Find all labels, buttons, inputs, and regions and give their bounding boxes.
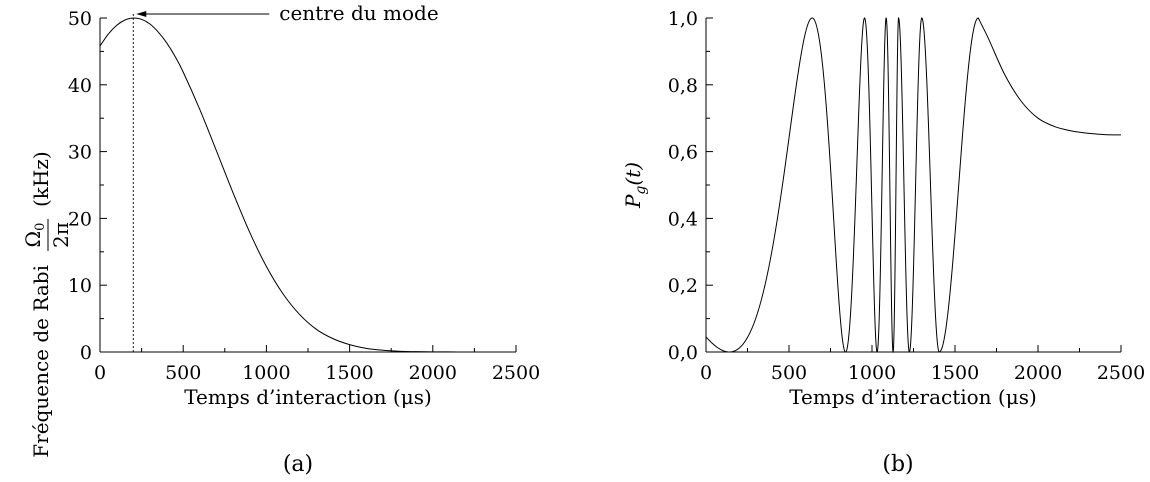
y-label-unit: (kHz) xyxy=(29,151,53,207)
x-tick-label: 2000 xyxy=(1014,362,1062,384)
y-tick-label: 1,0 xyxy=(668,8,698,30)
y-tick-label: 0,8 xyxy=(668,75,698,97)
y-tick-label: 0 xyxy=(80,342,92,364)
y-label-omega-sub: 0 xyxy=(33,223,48,231)
svg-text:Ω0: Ω0 xyxy=(21,223,48,248)
x-tick-label: 1000 xyxy=(848,362,896,384)
panel-b-x-ticks: 0 500 1000 1500 2000 2500 xyxy=(700,345,1145,384)
y-label-2pi: 2π xyxy=(49,222,73,248)
y-label-p-arg: (t) xyxy=(621,162,645,186)
x-tick-label: 0 xyxy=(700,362,712,384)
x-tick-label: 1000 xyxy=(242,362,290,384)
panel-a-y-axis-label: Fréquence de Rabi Ω0 2π (kHz) xyxy=(21,151,73,457)
panel-b-y-ticks: 0,0 0,2 0,4 0,6 0,8 1,0 xyxy=(668,8,713,364)
svg-text:Pg(t): Pg(t) xyxy=(621,162,649,209)
y-tick-label: 0,0 xyxy=(668,342,698,364)
panel-a-label: (a) xyxy=(283,452,313,477)
x-tick-label: 1500 xyxy=(931,362,979,384)
panel-b-y-axis-label: Pg(t) xyxy=(621,162,649,209)
x-tick-label: 500 xyxy=(771,362,807,384)
annotation-text: centre du mode xyxy=(279,1,438,25)
y-tick-label: 30 xyxy=(68,142,92,164)
y-label-omega: Ω xyxy=(21,231,45,248)
x-tick-label: 500 xyxy=(165,362,201,384)
chart-panel-a: 0 500 1000 1500 2000 2500 0 10 20 30 40 50 centre … xyxy=(21,1,540,477)
y-label-p: P xyxy=(621,194,645,209)
y-tick-label: 10 xyxy=(68,275,92,297)
x-tick-label: 2500 xyxy=(492,362,540,384)
chart-panel-b: 0 500 1000 1500 2000 2500 0,00,20,40,60,81,0 … xyxy=(621,8,1145,477)
y-tick-label: 0,6 xyxy=(668,142,698,164)
y-tick-label: 0,2 xyxy=(668,275,698,297)
y-tick-label: 0,4 xyxy=(668,208,698,230)
rabi-frequency-curve xyxy=(99,17,516,353)
annotation-arrow: centre du mode xyxy=(136,1,439,25)
x-tick-label: 1500 xyxy=(325,362,373,384)
y-tick-label: 50 xyxy=(68,8,92,30)
panel-a-y-ticks: 0 10 20 30 40 50 xyxy=(68,8,107,364)
y-label-main: Fréquence de Rabi xyxy=(29,265,53,458)
y-tick-label: 40 xyxy=(68,75,92,97)
population-curve xyxy=(705,16,1122,353)
x-tick-label: 2500 xyxy=(1097,362,1145,384)
panel-b-x-axis-label: Temps d’interaction (μs) xyxy=(789,385,1037,409)
x-tick-label: 0 xyxy=(94,362,106,384)
panel-b-label: (b) xyxy=(882,452,913,477)
panel-a-x-ticks: 0 500 1000 1500 2000 2500 xyxy=(94,345,540,384)
y-tick-label: 20 xyxy=(68,208,92,230)
x-tick-label: 2000 xyxy=(409,362,457,384)
panel-a-x-axis-label: Temps d’interaction (μs) xyxy=(184,385,432,409)
y-label-p-sub: g xyxy=(633,186,649,195)
